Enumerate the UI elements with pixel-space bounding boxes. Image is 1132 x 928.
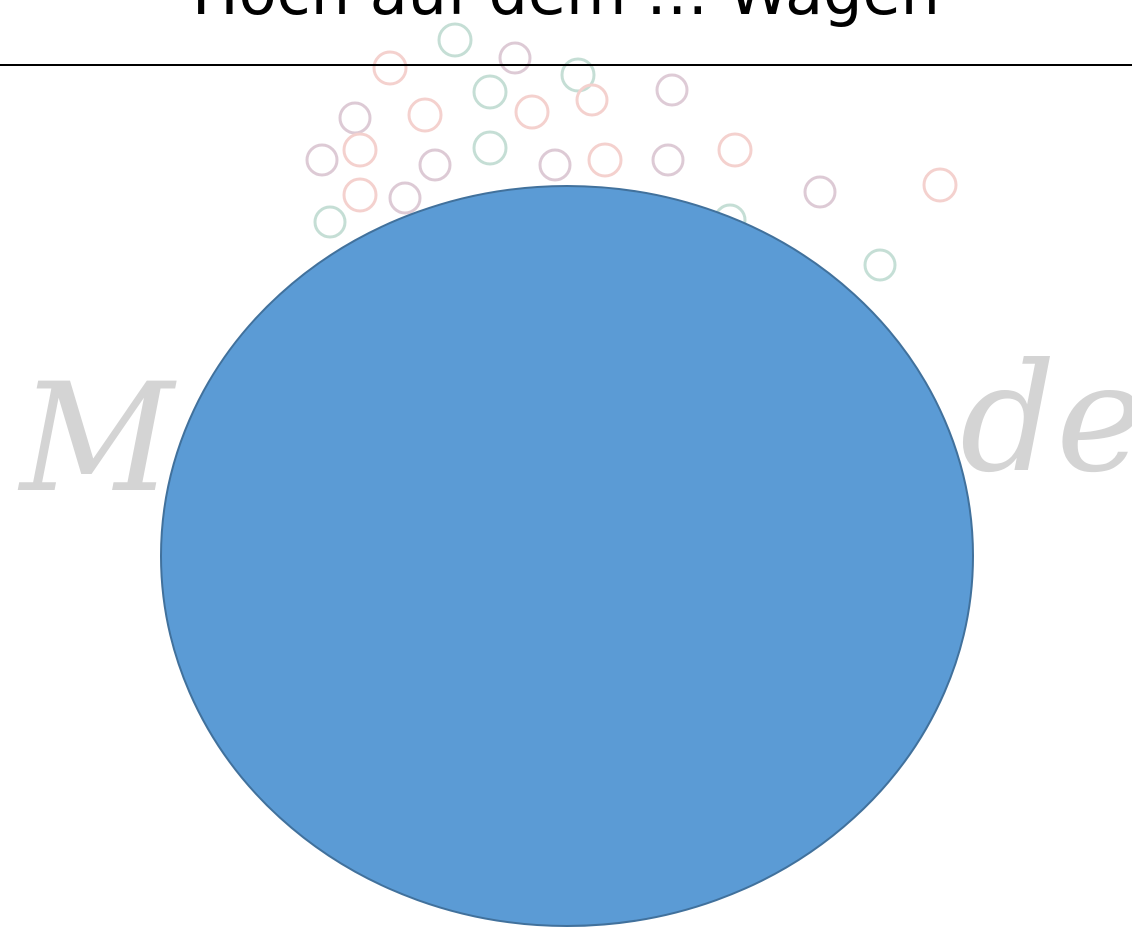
page-title: Hoch auf dem … Wagen <box>192 0 940 29</box>
blue-ellipse <box>161 186 973 926</box>
worksheet: Ma de Hoch auf dem … Wagen <box>0 0 1132 928</box>
page: {"header": {"title": "Hoch auf dem … Wag… <box>0 0 1132 928</box>
watermark-text: de <box>960 332 1132 506</box>
